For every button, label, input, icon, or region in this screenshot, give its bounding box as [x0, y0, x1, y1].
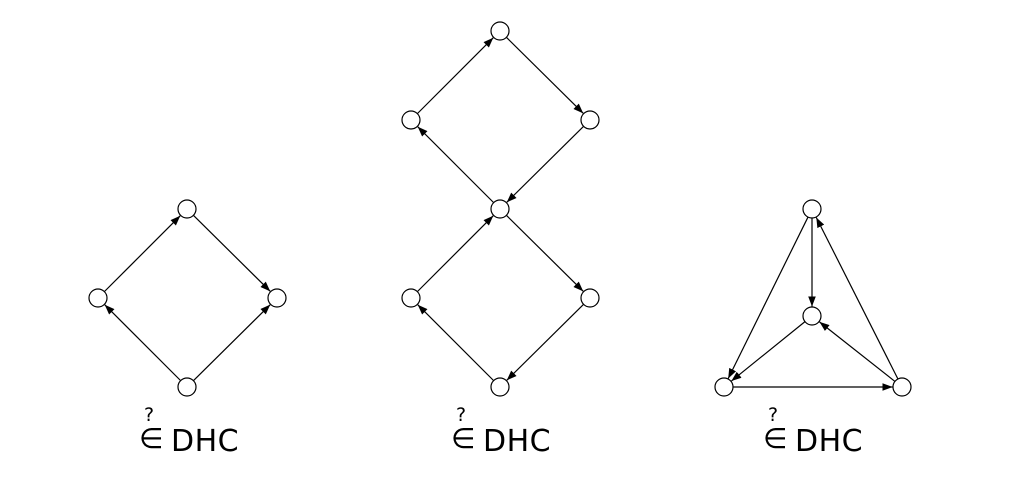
node-tetrahedron-bottom-left	[714, 377, 734, 397]
edge-diamond-d-to-a	[104, 304, 182, 382]
edge-double-diamond-lower-left-to-middle	[416, 215, 494, 293]
edge-double-diamond-top-to-upper-right	[505, 36, 584, 114]
caption-graph-2: ? ∈ DHC	[450, 404, 590, 464]
element-of-symbol: ∈	[139, 422, 164, 455]
node-diamond-d	[177, 377, 197, 397]
node-diamond-b	[177, 199, 197, 219]
edge-double-diamond-middle-to-lower-right	[505, 214, 584, 292]
edge-diamond-b-to-c	[192, 214, 271, 292]
element-of-symbol: ∈	[451, 422, 476, 455]
edge-tetrahedron-center-to-bottom-left	[731, 321, 806, 382]
node-tetrahedron-apex	[802, 199, 822, 219]
edge-tetrahedron-bottom-right-to-center	[819, 321, 896, 382]
question-mark: ?	[455, 404, 467, 426]
node-double-diamond-top	[490, 21, 510, 41]
edge-diamond-a-to-b	[103, 215, 181, 293]
node-double-diamond-middle	[490, 199, 510, 219]
node-double-diamond-upper-left	[401, 110, 421, 130]
class-name-dhc: DHC	[171, 424, 240, 459]
edge-double-diamond-lower-right-to-bottom	[506, 303, 585, 381]
caption-graph-3: ? ∈ DHC	[762, 404, 902, 464]
edge-double-diamond-bottom-to-lower-left	[417, 304, 495, 382]
node-diamond-a	[88, 288, 108, 308]
class-name-dhc: DHC	[795, 424, 864, 459]
edge-double-diamond-upper-left-to-top	[416, 37, 494, 115]
node-double-diamond-bottom	[490, 377, 510, 397]
node-double-diamond-upper-right	[580, 110, 600, 130]
edge-double-diamond-middle-to-upper-left	[417, 126, 495, 204]
node-tetrahedron-center	[802, 306, 822, 326]
edge-tetrahedron-bottom-right-to-apex	[815, 217, 899, 380]
caption-graph-1: ? ∈ DHC	[138, 404, 278, 464]
node-diamond-c	[267, 288, 287, 308]
question-mark: ?	[143, 404, 155, 426]
node-double-diamond-lower-left	[401, 288, 421, 308]
edge-tetrahedron-apex-to-bottom-left	[727, 216, 809, 379]
element-of-symbol: ∈	[763, 422, 788, 455]
question-mark: ?	[767, 404, 779, 426]
edge-double-diamond-upper-right-to-middle	[506, 125, 585, 203]
class-name-dhc: DHC	[483, 424, 552, 459]
edge-diamond-d-to-c	[192, 304, 271, 382]
node-tetrahedron-bottom-right	[892, 377, 912, 397]
node-double-diamond-lower-right	[580, 288, 600, 308]
